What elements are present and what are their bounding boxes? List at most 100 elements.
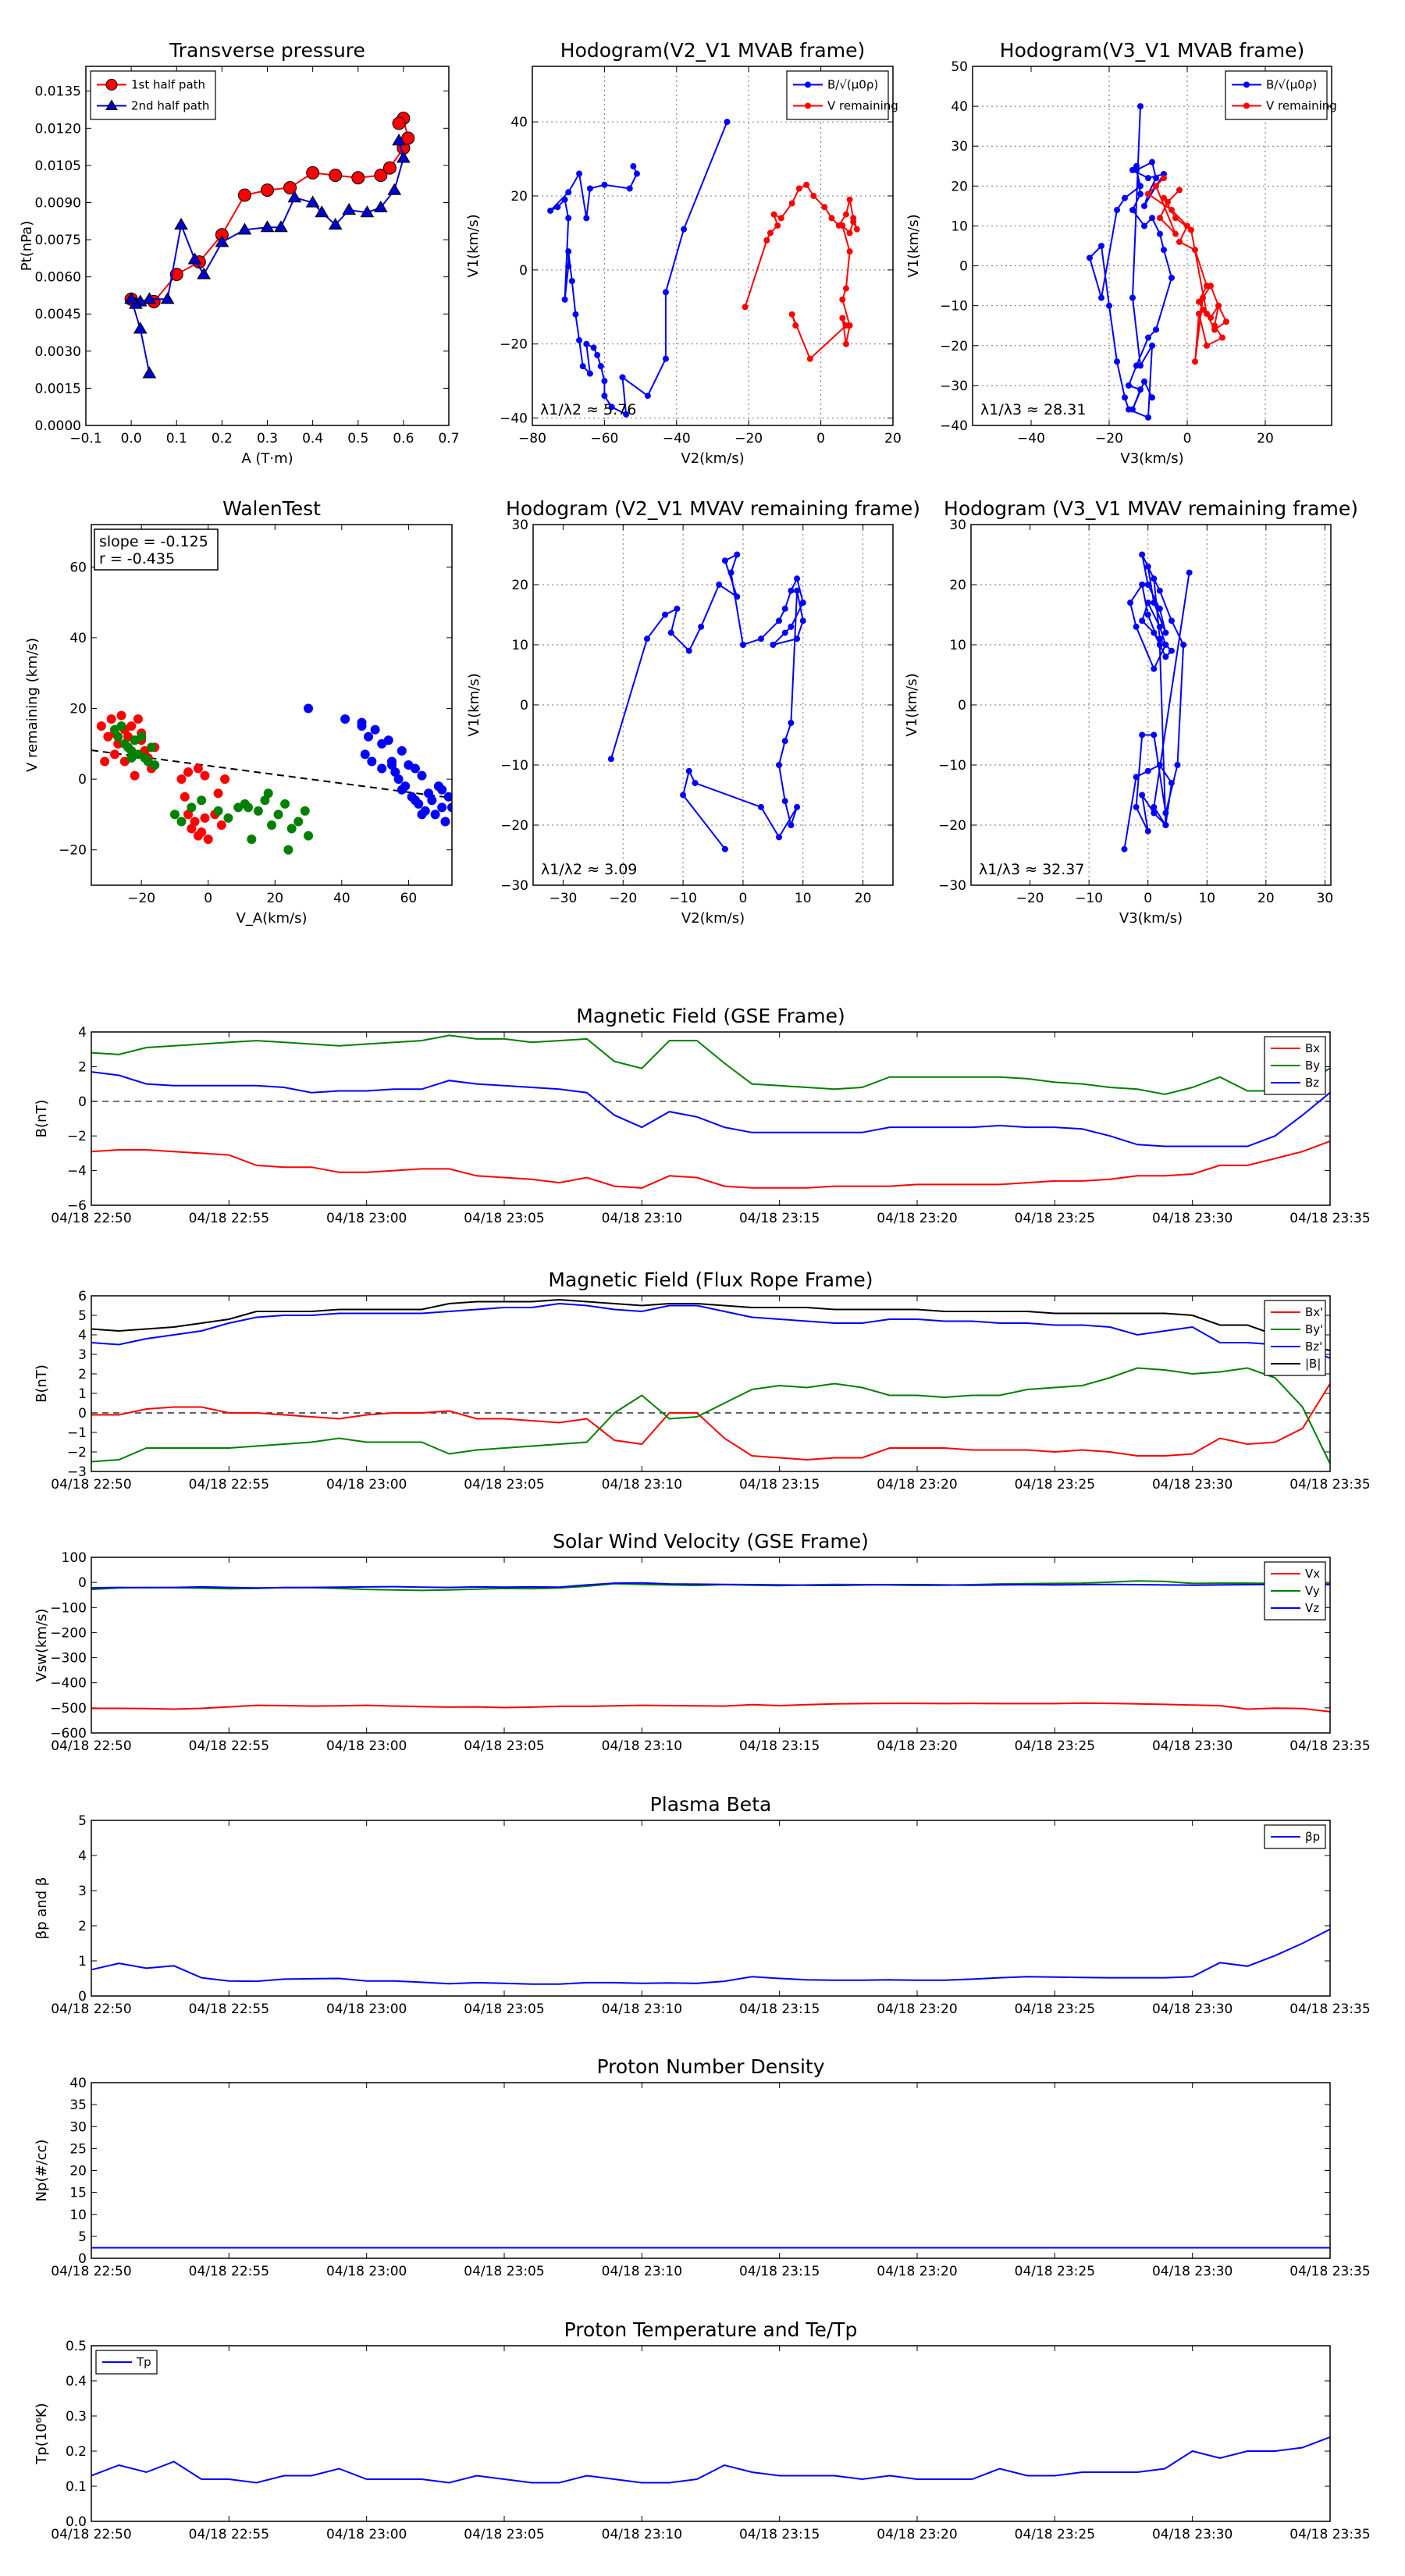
data-point: [685, 767, 692, 774]
data-point: [440, 817, 450, 827]
x-tick-label: 04/18 23:05: [464, 2264, 544, 2279]
data-point: [1161, 247, 1167, 254]
chart-hodo_v3v1_mvab: Hodogram(V3_V1 MVAB frame) −40 −20 0 20 −40 −3…: [905, 39, 1337, 467]
x-tick-label: 04/18 23:10: [602, 2264, 682, 2279]
data-point: [572, 311, 579, 318]
data-point: [410, 763, 420, 774]
y-tick-label: 4: [78, 1848, 87, 1864]
y-tick-label: 10: [949, 638, 966, 653]
data-point: [601, 378, 608, 385]
data-point: [842, 285, 849, 292]
data-point: [763, 237, 770, 244]
y-tick-label: −20: [938, 818, 966, 834]
data-point: [133, 714, 143, 724]
legend-label: By: [1305, 1059, 1320, 1073]
y-tick-label: 0.0060: [35, 270, 81, 286]
legend-label: V remaining: [1266, 99, 1337, 113]
legend-marker: [1243, 81, 1250, 88]
data-point: [142, 292, 157, 304]
data-point: [1192, 358, 1198, 365]
data-point: [190, 817, 200, 827]
y-tick-label: 3: [78, 1884, 87, 1899]
data-point: [443, 792, 452, 802]
x-tick-label: 04/18 22:55: [189, 1738, 269, 1754]
y-tick-label: 100: [62, 1550, 87, 1566]
data-point: [1137, 386, 1144, 393]
data-point: [810, 192, 817, 199]
legend-label: By': [1305, 1322, 1323, 1336]
x-tick-label: 04/18 23:35: [1289, 2264, 1370, 2279]
data-point: [794, 635, 801, 642]
chart-title: Proton Temperature and Te/Tp: [564, 2318, 858, 2341]
data-point: [1141, 222, 1147, 229]
data-point: [1141, 378, 1147, 385]
y-tick-label: 40: [69, 2076, 87, 2091]
data-point: [1133, 162, 1140, 169]
data-point: [608, 404, 615, 411]
data-point: [721, 845, 728, 852]
legend-label: βp: [1305, 1830, 1320, 1844]
data-point: [846, 229, 853, 237]
data-point: [340, 714, 350, 724]
x-tick-label: 04/18 22:50: [51, 2527, 131, 2542]
data-point: [364, 731, 374, 742]
data-point: [583, 215, 590, 222]
data-point: [774, 222, 781, 229]
data-point: [1204, 310, 1210, 317]
data-point: [1200, 294, 1206, 301]
data-point: [770, 211, 777, 218]
data-point: [1133, 623, 1140, 630]
data-point: [792, 322, 799, 329]
y-tick-label: 5: [78, 2229, 87, 2245]
y-tick-label: −10: [938, 758, 966, 774]
x-tick-label: 20: [884, 431, 902, 447]
x-tick-label: 04/18 23:25: [1015, 1211, 1095, 1226]
data-point: [387, 183, 402, 195]
y-tick-label: 20: [510, 189, 528, 205]
eigenvalue-ratio-annotation: λ1/λ2 ≈ 5.76: [540, 401, 636, 418]
data-point: [828, 215, 835, 222]
eigenvalue-ratio-annotation: λ1/λ3 ≈ 28.31: [980, 401, 1086, 418]
x-tick-label: 0: [204, 891, 212, 906]
data-point: [1174, 762, 1181, 768]
data-point: [681, 226, 688, 233]
data-point: [300, 806, 310, 816]
x-tick-label: 0.3: [257, 431, 278, 447]
data-point: [601, 181, 608, 188]
x-tick-label: 04/18 23:25: [1015, 1738, 1095, 1754]
x-tick-label: 04/18 23:35: [1289, 1211, 1370, 1226]
plot-area: [607, 551, 806, 852]
y-tick-label: 0: [958, 698, 966, 713]
data-point: [197, 795, 207, 806]
x-tick-label: −20: [1095, 431, 1123, 447]
chart-title: Hodogram (V3_V1 MVAV remaining frame): [944, 497, 1358, 520]
data-point: [1129, 406, 1136, 413]
data-point: [197, 267, 211, 279]
data-point: [126, 721, 137, 731]
series-line-0: [610, 553, 804, 850]
data-point: [113, 731, 123, 742]
data-point: [377, 763, 387, 774]
x-tick-label: 04/18 23:15: [739, 1738, 820, 1754]
x-tick-label: 04/18 23:05: [464, 2527, 544, 2542]
data-point: [137, 731, 147, 742]
chart-proton_temperature: Proton Temperature and Te/Tp 04/18 22:50 0…: [34, 2318, 1371, 2542]
data-point: [794, 587, 801, 594]
y-tick-label: 0.0030: [35, 344, 81, 360]
data-point: [160, 292, 175, 304]
annotation-prefix: λ1/λ2 ≈: [541, 861, 604, 878]
x-tick-label: 04/18 23:25: [1015, 2527, 1095, 2542]
x-tick-label: 0.7: [438, 431, 459, 447]
x-tick-label: 04/18 23:35: [1289, 1477, 1370, 1493]
annotation-value: 28.31: [1044, 401, 1086, 418]
data-point: [1151, 575, 1158, 582]
data-point: [401, 131, 415, 145]
data-point: [1149, 158, 1155, 165]
data-point: [565, 263, 572, 270]
data-point: [788, 200, 795, 207]
plot-area: [1121, 551, 1193, 852]
plot-frame: [85, 66, 450, 426]
plot-frame: [91, 524, 453, 886]
data-point: [561, 196, 568, 203]
x-axis-label: V_A(km/s): [236, 910, 307, 927]
